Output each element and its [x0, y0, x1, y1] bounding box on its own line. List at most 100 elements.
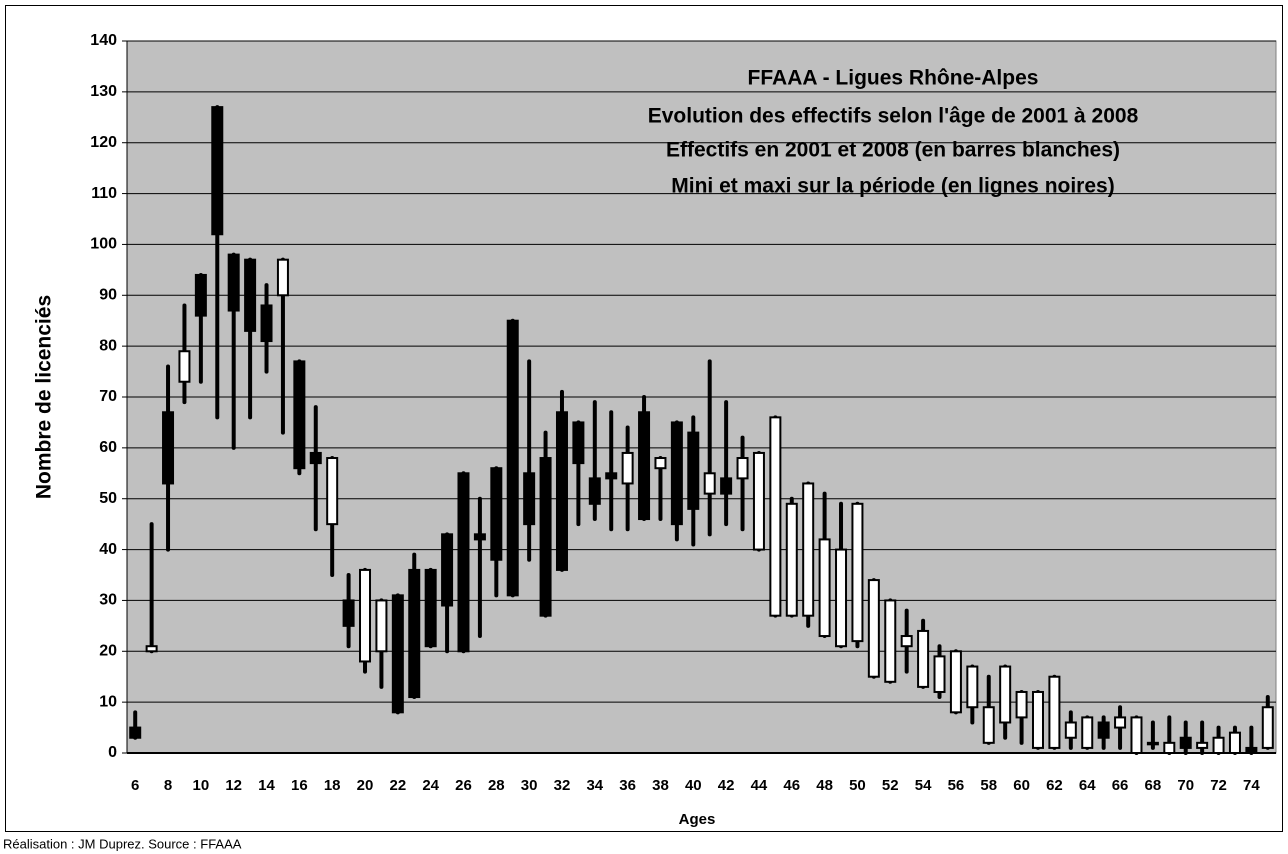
y-tick-label: 70 — [99, 388, 117, 405]
candle-body — [145, 645, 158, 653]
candle-body — [490, 467, 503, 561]
x-tick-label: 56 — [948, 777, 965, 794]
y-tick-label: 20 — [99, 643, 117, 660]
x-tick-label: 38 — [652, 777, 669, 794]
candle-body — [851, 502, 864, 643]
candle-body — [884, 599, 897, 683]
candle-body — [244, 258, 257, 332]
chart-title: Effectifs en 2001 et 2008 (en barres bla… — [666, 139, 1120, 162]
x-tick-label: 34 — [586, 777, 603, 794]
y-tick-label: 110 — [91, 185, 117, 202]
candle-body — [1114, 716, 1127, 729]
candle-body — [933, 655, 946, 693]
x-tick-label: 46 — [783, 777, 800, 794]
x-tick-label: 44 — [751, 777, 768, 794]
candle-body — [670, 421, 683, 526]
x-tick-label: 64 — [1079, 777, 1096, 794]
candle-body — [506, 319, 519, 597]
candle-body — [966, 665, 979, 709]
y-tick-label: 80 — [99, 337, 117, 354]
x-tick-label: 52 — [882, 777, 899, 794]
x-tick-label: 50 — [849, 777, 866, 794]
y-tick-label: 100 — [90, 236, 117, 253]
candle-body — [1212, 736, 1225, 755]
candle-body — [1196, 741, 1209, 749]
candle-body — [621, 451, 634, 485]
candle-body — [194, 273, 207, 317]
candle-body — [802, 482, 815, 617]
candle-body — [1097, 721, 1110, 739]
candle-body — [769, 416, 782, 617]
x-tick-label: 6 — [131, 777, 139, 794]
y-tick-label: 130 — [90, 83, 117, 100]
candle-body — [1081, 716, 1094, 749]
x-tick-label: 66 — [1112, 777, 1129, 794]
candle-body — [605, 472, 618, 480]
candle-body — [752, 451, 765, 551]
candle-body — [703, 472, 716, 495]
y-tick-label: 120 — [90, 134, 117, 151]
candle-body — [408, 568, 421, 699]
x-tick-label: 40 — [685, 777, 702, 794]
candle-body — [129, 726, 142, 739]
candle-body — [867, 579, 880, 678]
chart-title: Mini et maxi sur la période (en lignes n… — [671, 175, 1114, 198]
candle-body — [572, 421, 585, 465]
candle-body — [539, 457, 552, 617]
y-tick-label: 30 — [99, 592, 117, 609]
x-tick-label: 28 — [488, 777, 505, 794]
candle-body — [687, 431, 700, 510]
candle-body — [1261, 706, 1274, 749]
x-tick-label: 36 — [619, 777, 636, 794]
candle-body — [917, 629, 930, 688]
candle-body — [1031, 690, 1044, 749]
x-tick-label: 68 — [1145, 777, 1162, 794]
candle-body — [227, 253, 240, 312]
y-tick-label: 90 — [99, 287, 117, 304]
candle-body — [178, 350, 191, 383]
x-tick-label: 30 — [521, 777, 538, 794]
chart-title: Evolution des effectifs selon l'âge de 2… — [648, 105, 1139, 128]
x-tick-label: 42 — [718, 777, 735, 794]
y-tick-label: 40 — [99, 541, 117, 558]
x-tick-label: 32 — [554, 777, 571, 794]
candle-body — [785, 502, 798, 617]
candle-body — [1064, 721, 1077, 739]
x-tick-label: 74 — [1243, 777, 1260, 794]
candle-body — [293, 360, 306, 470]
x-tick-label: 24 — [422, 777, 439, 794]
chart-title: FFAAA - Ligues Rhône-Alpes — [748, 67, 1039, 90]
x-tick-label: 12 — [225, 777, 242, 794]
y-tick-label: 0 — [108, 744, 117, 761]
candle-body — [424, 568, 437, 648]
candle-body — [326, 457, 339, 526]
x-tick-label: 58 — [980, 777, 997, 794]
candle-body — [276, 258, 289, 297]
candle-body — [949, 650, 962, 714]
candle-body — [359, 568, 372, 663]
x-tick-label: 18 — [324, 777, 341, 794]
candle-body — [375, 599, 388, 653]
candle-body — [638, 411, 651, 521]
candle-body — [1163, 741, 1176, 754]
x-tick-label: 10 — [193, 777, 210, 794]
candle-body — [162, 411, 175, 485]
x-tick-label: 72 — [1210, 777, 1227, 794]
candle-body — [260, 304, 273, 343]
x-tick-label: 26 — [455, 777, 472, 794]
candle-body — [391, 594, 404, 714]
x-tick-label: 54 — [915, 777, 932, 794]
x-axis-label: Ages — [679, 811, 716, 828]
candle-body — [457, 472, 470, 653]
y-tick-label: 60 — [99, 439, 117, 456]
candle-body — [342, 599, 355, 627]
candle-body — [309, 451, 322, 465]
candle-body — [999, 665, 1012, 724]
x-tick-label: 16 — [291, 777, 308, 794]
y-tick-label: 140 — [90, 32, 117, 49]
candle-body — [1048, 675, 1061, 749]
candle-body — [473, 533, 486, 541]
candle-body — [1130, 716, 1143, 755]
y-tick-label: 50 — [99, 490, 117, 507]
